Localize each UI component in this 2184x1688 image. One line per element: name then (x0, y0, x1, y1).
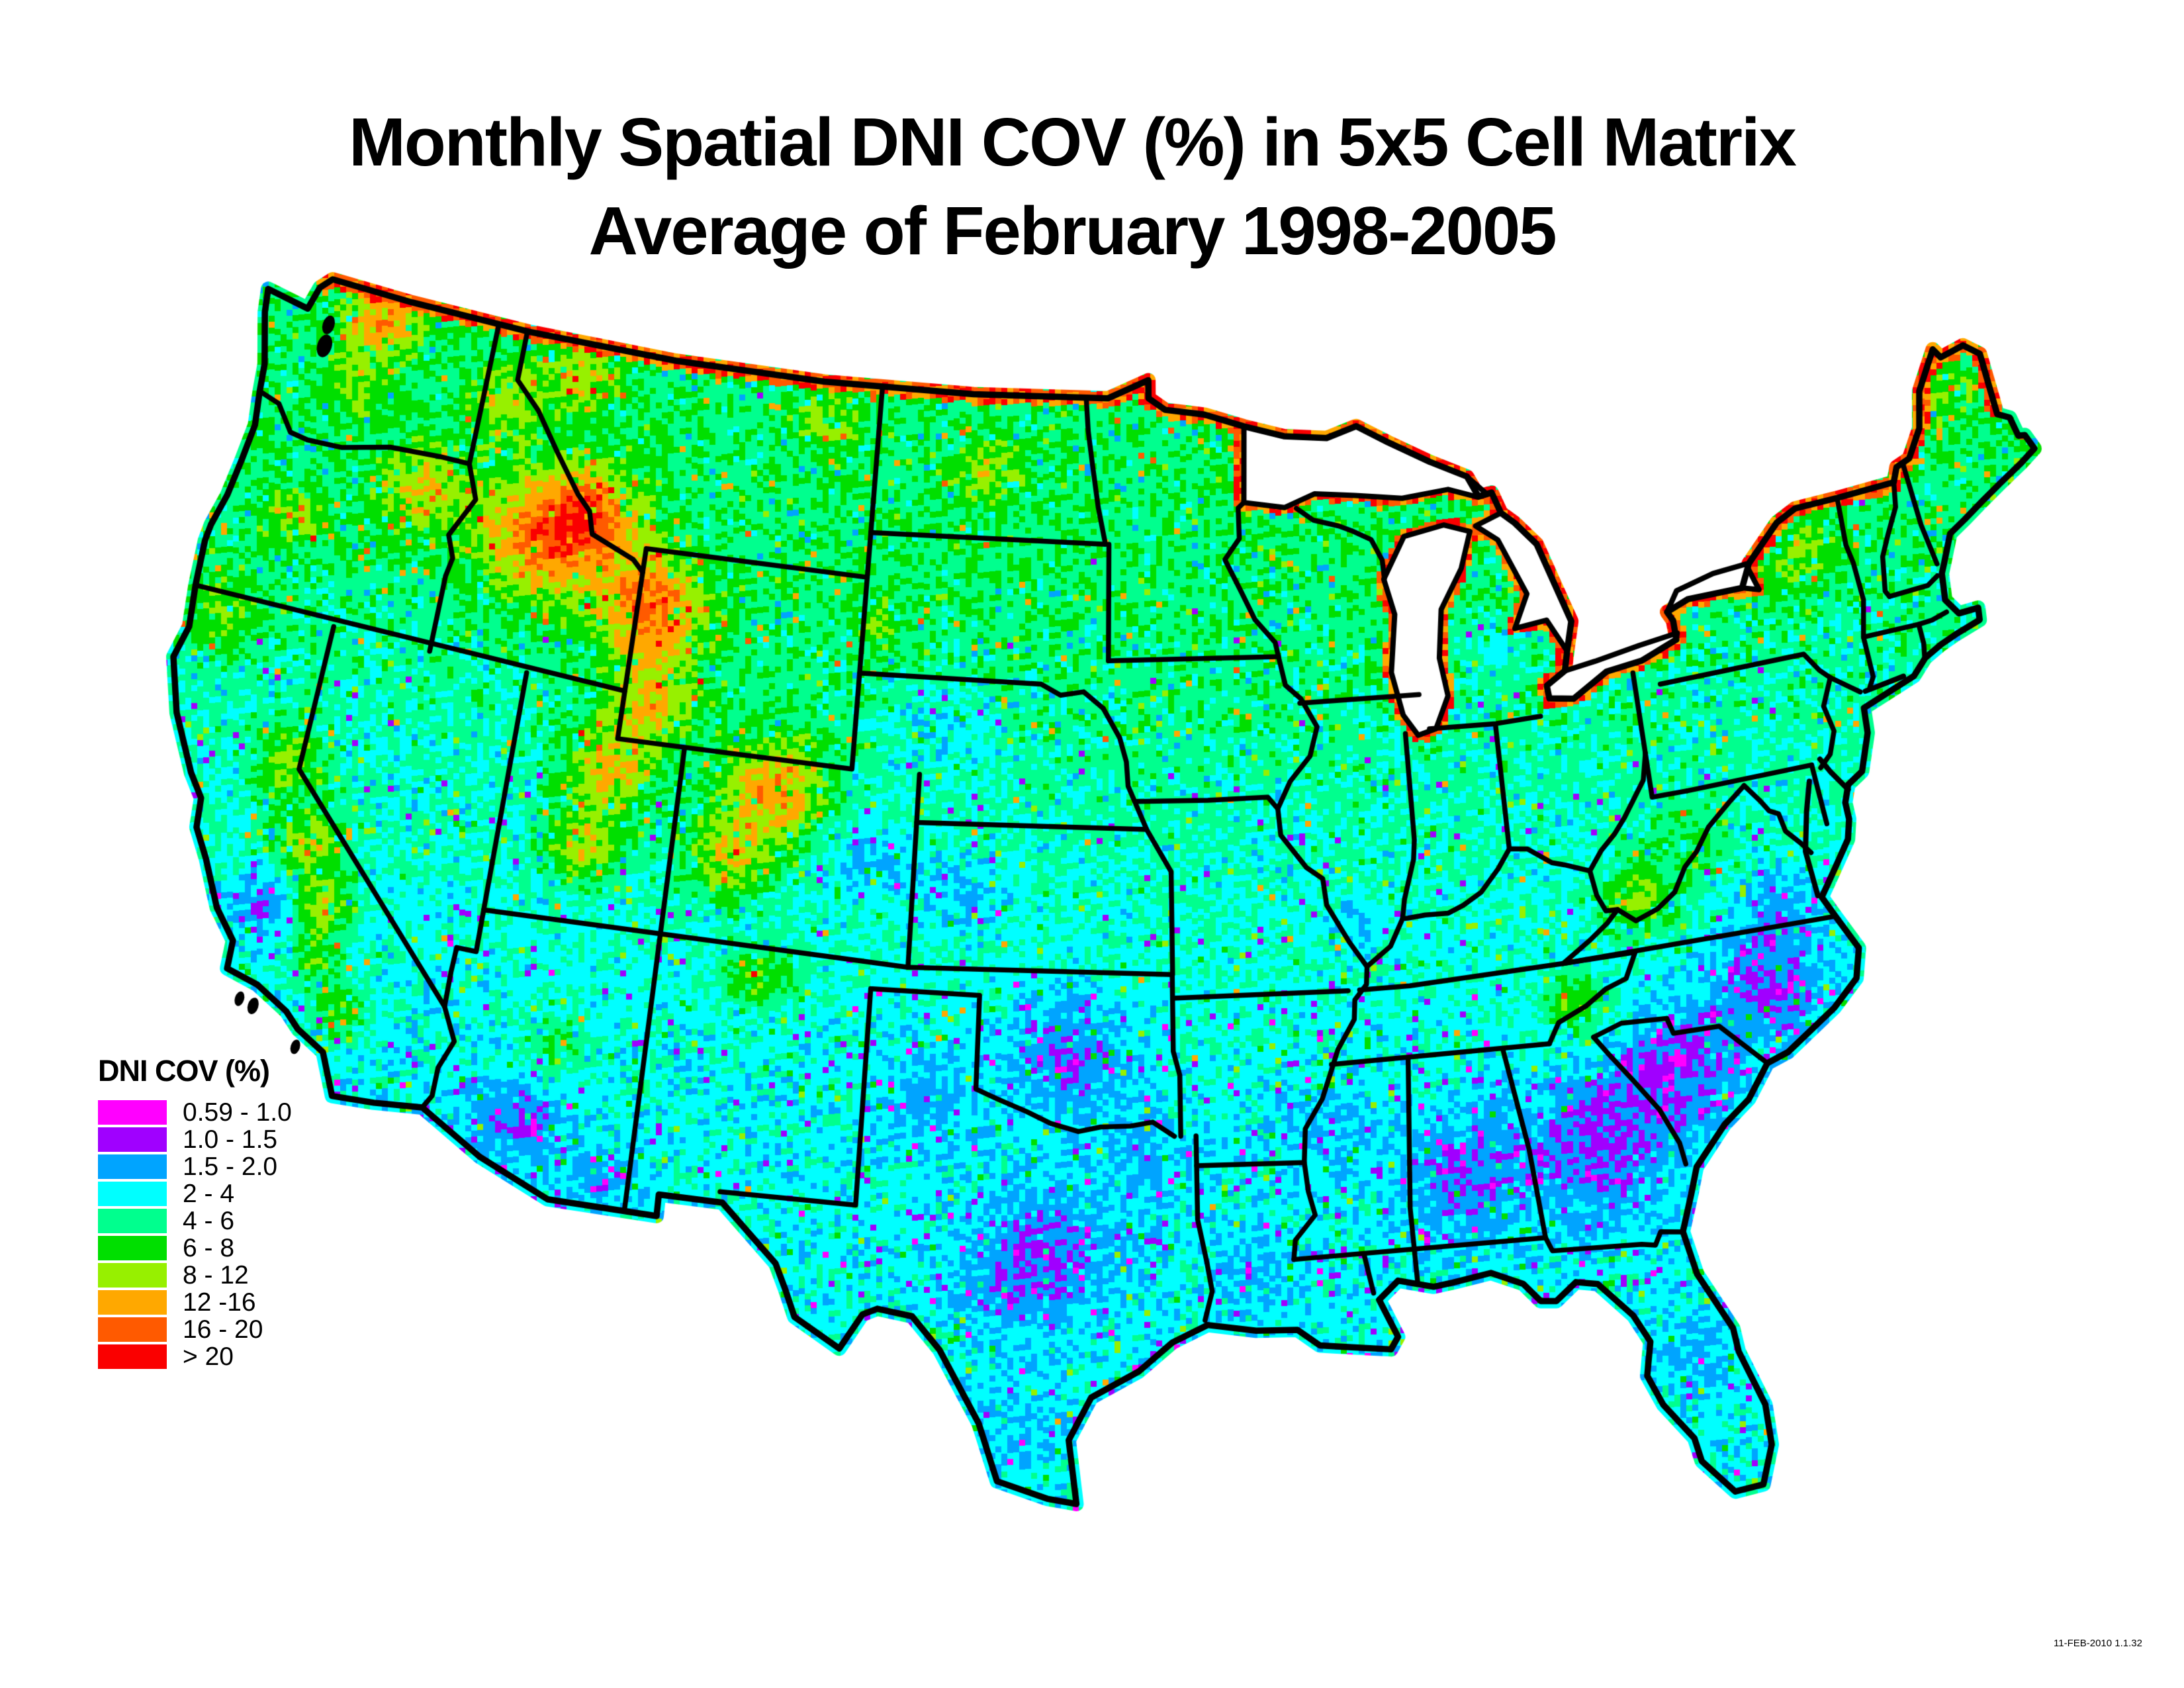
legend-item: 2 - 4 (98, 1179, 292, 1208)
legend: DNI COV (%) 0.59 - 1.0 1.0 - 1.5 1.5 - 2.0… (98, 1054, 292, 1371)
legend-item: 1.5 - 2.0 (98, 1152, 292, 1181)
legend-swatch (98, 1127, 167, 1152)
map-title-line2: Average of February 1998-2005 (588, 193, 1557, 269)
legend-swatch (98, 1317, 167, 1342)
legend-swatch (98, 1154, 167, 1179)
legend-item: 6 - 8 (98, 1233, 292, 1262)
legend-swatch (98, 1209, 167, 1233)
legend-swatch (98, 1100, 167, 1125)
legend-label: 1.0 - 1.5 (183, 1125, 278, 1154)
legend-swatch (98, 1263, 167, 1288)
legend-item: 1.0 - 1.5 (98, 1125, 292, 1154)
legend-item: 16 - 20 (98, 1315, 292, 1344)
legend-label: 2 - 4 (183, 1179, 235, 1208)
legend-item: 12 -16 (98, 1288, 292, 1317)
legend-title: DNI COV (%) (98, 1054, 270, 1088)
legend-item: 8 - 12 (98, 1260, 292, 1289)
legend-swatch (98, 1344, 167, 1369)
timestamp: 11-FEB-2010 1.1.32 (2054, 1638, 2142, 1649)
legend-label: 4 - 6 (183, 1206, 235, 1235)
legend-label: 8 - 12 (183, 1260, 249, 1289)
legend-label: 1.5 - 2.0 (183, 1152, 278, 1181)
legend-item: > 20 (98, 1342, 292, 1371)
legend-label: 12 -16 (183, 1288, 256, 1317)
legend-item: 0.59 - 1.0 (98, 1098, 292, 1127)
legend-swatch (98, 1236, 167, 1260)
legend-item: 4 - 6 (98, 1207, 292, 1235)
legend-label: 16 - 20 (183, 1315, 263, 1344)
page-title: Monthly Spatial DNI COV (%) in 5x5 Cell … (0, 98, 2144, 275)
legend-swatch (98, 1290, 167, 1315)
map-title-line1: Monthly Spatial DNI COV (%) in 5x5 Cell … (349, 104, 1797, 180)
legend-label: > 20 (183, 1342, 234, 1371)
legend-swatch (98, 1182, 167, 1206)
legend-label: 0.59 - 1.0 (183, 1098, 292, 1127)
legend-label: 6 - 8 (183, 1233, 235, 1262)
